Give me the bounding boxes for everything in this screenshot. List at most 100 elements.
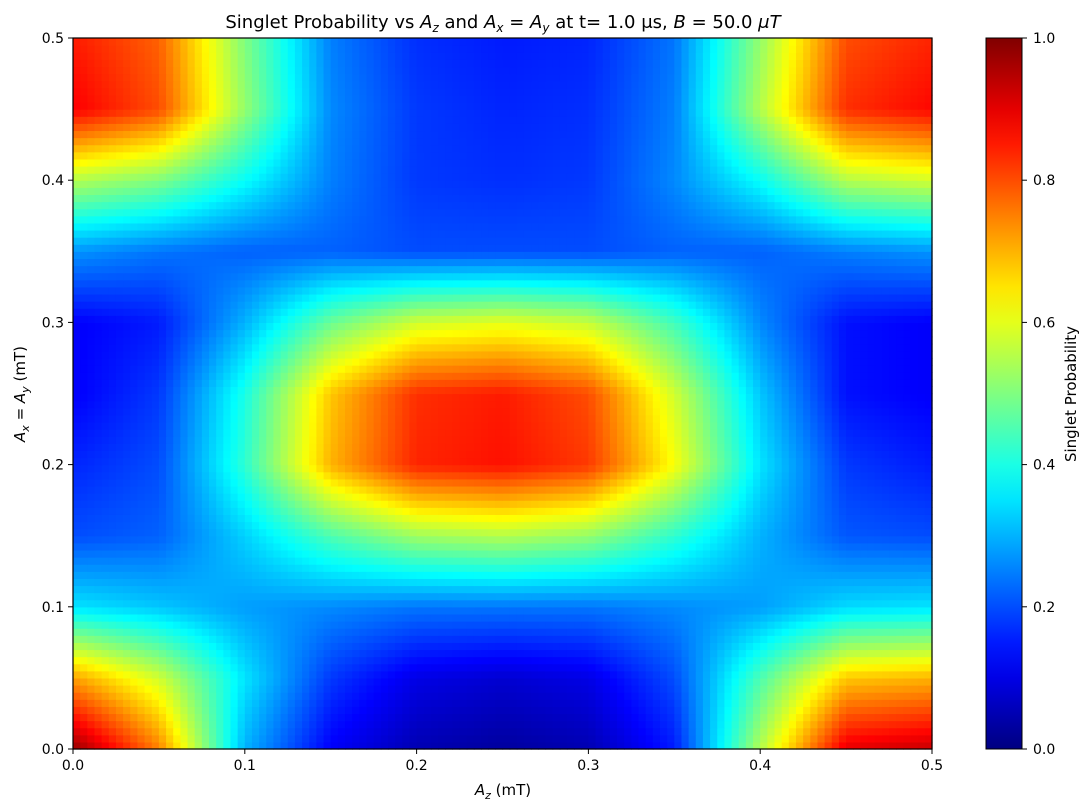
heatmap-cell — [595, 606, 604, 615]
heatmap-cell — [481, 578, 489, 587]
heatmap-cell — [710, 578, 718, 587]
heatmap-cell — [781, 549, 790, 558]
heatmap-cell — [531, 521, 539, 530]
heatmap-cell — [760, 734, 768, 743]
heatmap-cell — [201, 699, 210, 707]
heatmap-cell — [359, 720, 368, 729]
heatmap-cell — [667, 500, 675, 508]
heatmap-cell — [781, 535, 790, 544]
heatmap-cell — [595, 592, 604, 601]
heatmap-cell — [924, 663, 933, 672]
heatmap-cell — [896, 535, 904, 544]
heatmap-cell — [173, 621, 181, 629]
chart-title: Singlet Probability vs Az and Ax = Ay at… — [225, 12, 782, 35]
heatmap-cell — [702, 592, 711, 601]
heatmap-cell — [631, 557, 640, 565]
heatmap-cell — [302, 478, 310, 487]
heatmap-cell — [101, 535, 110, 544]
heatmap-cell — [831, 699, 840, 707]
heatmap-cell — [588, 741, 597, 750]
heatmap-cell — [810, 478, 819, 487]
heatmap-cell — [87, 500, 96, 508]
heatmap-cell — [574, 549, 582, 558]
heatmap-cell — [316, 564, 325, 572]
heatmap-cell — [373, 628, 382, 636]
heatmap-cell — [330, 685, 339, 693]
heatmap-cell — [230, 699, 239, 707]
heatmap-cell — [631, 663, 640, 672]
heatmap-cell — [430, 507, 439, 515]
heatmap-cell — [273, 621, 282, 629]
heatmap-cell — [853, 507, 862, 515]
heatmap-cell — [595, 521, 604, 530]
heatmap-cell — [674, 685, 683, 693]
heatmap-cell — [459, 535, 468, 544]
heatmap-cell — [767, 613, 776, 622]
heatmap-cell — [545, 613, 554, 622]
heatmap-cell — [595, 557, 604, 565]
heatmap-cell — [73, 514, 81, 523]
heatmap-cell — [416, 478, 425, 487]
heatmap-cell — [144, 471, 153, 480]
heatmap-cell — [724, 521, 733, 530]
heatmap-cell — [860, 741, 869, 750]
heatmap-cell — [323, 521, 332, 530]
heatmap-cell — [574, 578, 582, 587]
heatmap-cell — [101, 677, 110, 686]
heatmap-cell — [781, 599, 790, 608]
heatmap-cell — [137, 613, 146, 622]
heatmap-cell — [237, 706, 246, 715]
heatmap-cell — [423, 578, 432, 587]
heatmap-cell — [695, 706, 704, 715]
heatmap-cell — [180, 542, 189, 551]
heatmap-cell — [459, 507, 468, 515]
heatmap-cell — [731, 628, 740, 636]
heatmap-cell — [259, 592, 267, 601]
heatmap-cell — [624, 670, 632, 679]
heatmap-cell — [523, 549, 532, 558]
heatmap-cell — [387, 493, 396, 501]
heatmap-cell — [674, 628, 683, 636]
heatmap-cell — [115, 692, 124, 700]
heatmap-cell — [788, 720, 797, 729]
heatmap-cell — [881, 485, 890, 494]
heatmap-cell — [674, 464, 683, 473]
heatmap-cell — [910, 457, 919, 466]
heatmap-cell — [760, 741, 768, 750]
heatmap-cell — [416, 507, 425, 515]
heatmap-cell — [373, 500, 382, 508]
heatmap-cell — [459, 663, 468, 672]
heatmap-cell — [452, 642, 461, 651]
heatmap-cell — [667, 699, 675, 707]
heatmap-cell — [309, 699, 317, 707]
heatmap-cell — [874, 670, 883, 679]
heatmap-cell — [574, 606, 582, 615]
heatmap-cell — [459, 485, 468, 494]
heatmap-cell — [445, 542, 453, 551]
heatmap-cell — [724, 656, 733, 665]
heatmap-cell — [287, 450, 296, 459]
heatmap-cell — [223, 450, 232, 459]
heatmap-cell — [423, 734, 432, 743]
heatmap-cell — [538, 521, 547, 530]
heatmap-cell — [810, 578, 819, 587]
heatmap-cell — [466, 549, 475, 558]
heatmap-cell — [724, 734, 733, 743]
heatmap-cell — [881, 557, 890, 565]
heatmap-cell — [538, 585, 547, 594]
heatmap-cell — [108, 521, 117, 530]
heatmap-cell — [302, 741, 310, 750]
heatmap-cell — [430, 727, 439, 736]
heatmap-cell — [581, 535, 589, 544]
heatmap-cell — [402, 727, 411, 736]
heatmap-cell — [430, 592, 439, 601]
heatmap-cell — [430, 549, 439, 558]
heatmap-cell — [137, 606, 146, 615]
heatmap-cell — [137, 571, 146, 579]
heatmap-cell — [559, 535, 568, 544]
heatmap-cell — [760, 521, 768, 530]
heatmap-cell — [266, 670, 275, 679]
heatmap-cell — [488, 457, 496, 466]
heatmap-cell — [624, 692, 632, 700]
heatmap-cell — [402, 571, 411, 579]
